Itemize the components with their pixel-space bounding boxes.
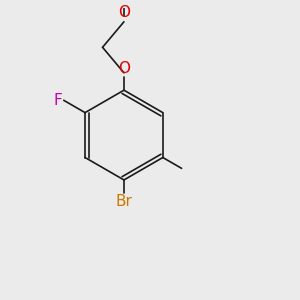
Text: O: O bbox=[118, 61, 130, 76]
Text: Br: Br bbox=[116, 194, 132, 209]
Text: O: O bbox=[118, 5, 130, 20]
Text: F: F bbox=[54, 93, 62, 108]
